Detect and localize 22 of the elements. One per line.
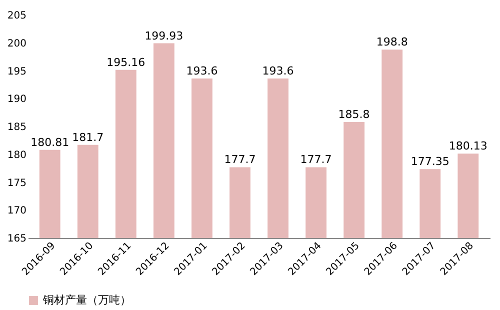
data-label: 177.7 xyxy=(300,153,332,166)
y-tick-label: 205 xyxy=(7,10,26,22)
data-label: 177.35 xyxy=(410,155,450,168)
y-tick-label: 180 xyxy=(7,150,26,161)
data-label: 193.6 xyxy=(186,64,218,78)
legend-label: 铜材产量（万吨） xyxy=(42,294,131,306)
data-label: 199.93 xyxy=(144,29,184,42)
data-label: 185.8 xyxy=(338,108,370,122)
data-label: 180.13 xyxy=(448,140,488,153)
data-label: 198.8 xyxy=(376,36,408,49)
data-label: 177.7 xyxy=(224,153,256,166)
y-tick-label: 165 xyxy=(7,234,26,244)
y-tick-label: 170 xyxy=(7,206,26,217)
y-tick-label: 200 xyxy=(7,38,26,50)
data-label: 181.7 xyxy=(72,130,104,144)
y-tick-label: 175 xyxy=(7,178,26,189)
y-tick-label: 195 xyxy=(7,66,26,78)
y-tick-label: 190 xyxy=(7,94,26,106)
data-label: 193.6 xyxy=(262,64,294,78)
data-label: 180.81 xyxy=(30,136,70,149)
data-label: 195.16 xyxy=(106,56,146,69)
y-tick-label: 185 xyxy=(7,122,26,133)
